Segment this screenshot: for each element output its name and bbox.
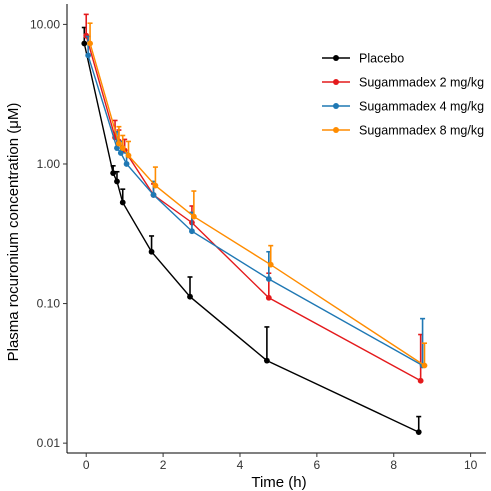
x-tick-label: 8 (390, 458, 397, 472)
legend-swatch-marker (333, 79, 339, 85)
legend-item: Sugammadex 8 mg/kg (322, 124, 484, 138)
data-point (114, 145, 120, 151)
data-point (110, 170, 117, 177)
data-point (267, 261, 274, 268)
legend-item: Placebo (322, 52, 404, 66)
data-point (152, 182, 159, 189)
data-point (87, 40, 93, 47)
legend-swatch-marker (333, 103, 339, 109)
series-2 (83, 13, 424, 384)
data-point (421, 362, 428, 369)
data-point (265, 276, 272, 282)
data-point (81, 40, 88, 47)
data-point (114, 178, 120, 185)
x-tick-label: 6 (314, 458, 321, 472)
data-point (85, 52, 92, 59)
data-point (187, 293, 193, 300)
y-tick-label: 10.00 (30, 17, 60, 31)
x-tick-label: 10 (464, 458, 478, 472)
data-point (119, 145, 126, 151)
legend-label: Sugammadex 8 mg/kg (359, 124, 484, 138)
series-layer (81, 13, 428, 435)
data-point (417, 377, 424, 384)
data-point (123, 161, 130, 167)
x-tick-label: 2 (160, 458, 167, 472)
legend-item: Sugammadex 4 mg/kg (322, 100, 484, 114)
series-1 (81, 26, 422, 435)
data-point (117, 150, 124, 156)
legend-swatch-marker (333, 127, 339, 133)
y-tick-label: 0.10 (37, 297, 61, 311)
legend-label: Sugammadex 4 mg/kg (359, 100, 484, 114)
data-point (115, 140, 122, 147)
series-4 (87, 22, 428, 369)
legend-item: Sugammadex 2 mg/kg (322, 76, 484, 90)
y-tick-label: 1.00 (37, 157, 61, 171)
data-point (189, 228, 195, 235)
data-point (150, 192, 157, 198)
legend-swatch-marker (333, 55, 339, 61)
y-tick-label: 0.01 (37, 436, 61, 450)
series-line (89, 43, 425, 367)
data-point (415, 429, 422, 435)
x-tick-label: 0 (83, 458, 90, 472)
legend: Placebo Sugammadex 2 mg/kg Sugammadex 4 mg… (322, 52, 484, 138)
data-point (263, 357, 270, 364)
data-point (190, 213, 197, 220)
data-point (119, 199, 126, 206)
y-axis-title: Plasma rocuronium concentration (μM) (5, 103, 22, 362)
axes: 0 2 4 6 8 10 0.01 0.10 1.00 10.00 (30, 4, 486, 472)
legend-label: Sugammadex 2 mg/kg (359, 76, 484, 90)
x-axis-title: Time (h) (251, 474, 306, 491)
data-point (125, 152, 132, 159)
legend-label: Placebo (359, 52, 404, 66)
data-point (265, 294, 272, 301)
x-tick-label: 4 (237, 458, 244, 472)
data-point (148, 248, 155, 255)
